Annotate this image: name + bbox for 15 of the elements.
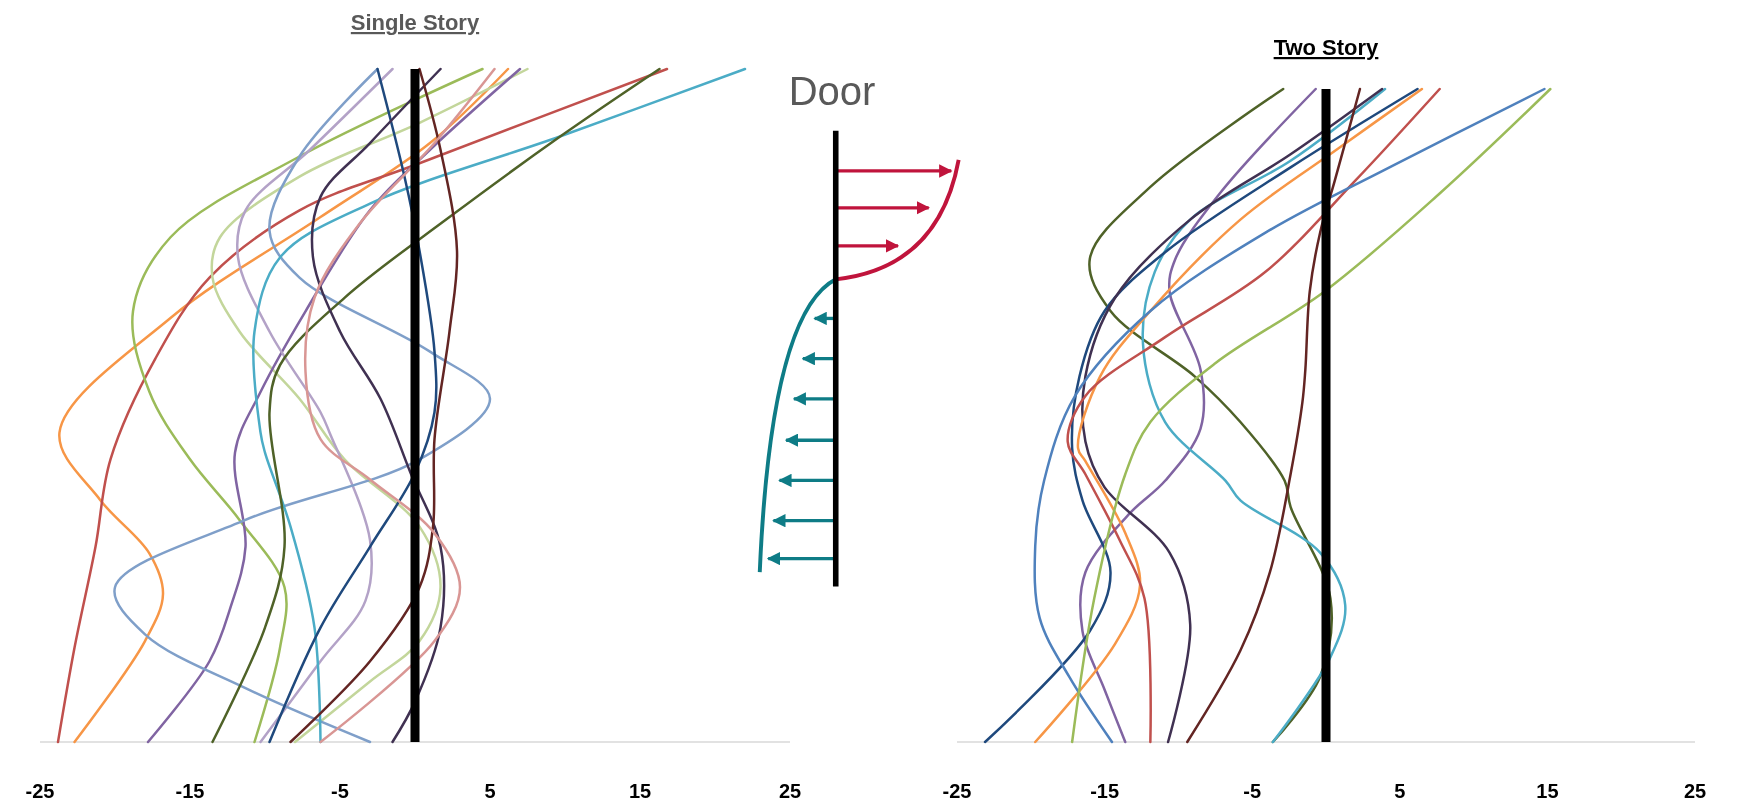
x-tick-label: 25 [778,780,802,801]
x-tick-label: -15 [1090,780,1120,801]
chart-title: Two Story [1273,35,1380,60]
chart-title: Single Story [350,10,480,35]
x-tick-label: -15 [175,780,205,801]
x-tick-label: -25 [942,780,972,801]
x-tick-label: -25 [25,780,55,801]
x-tick-label: 25 [1683,780,1707,801]
x-tick-label: 15 [628,780,652,801]
x-tick-label: -5 [331,780,349,801]
text: Door [788,69,876,113]
x-tick-label: -5 [1243,780,1262,801]
x-tick-label: 15 [1536,780,1559,801]
x-tick-label: 5 [484,780,496,801]
x-tick-label: 5 [1394,780,1406,801]
